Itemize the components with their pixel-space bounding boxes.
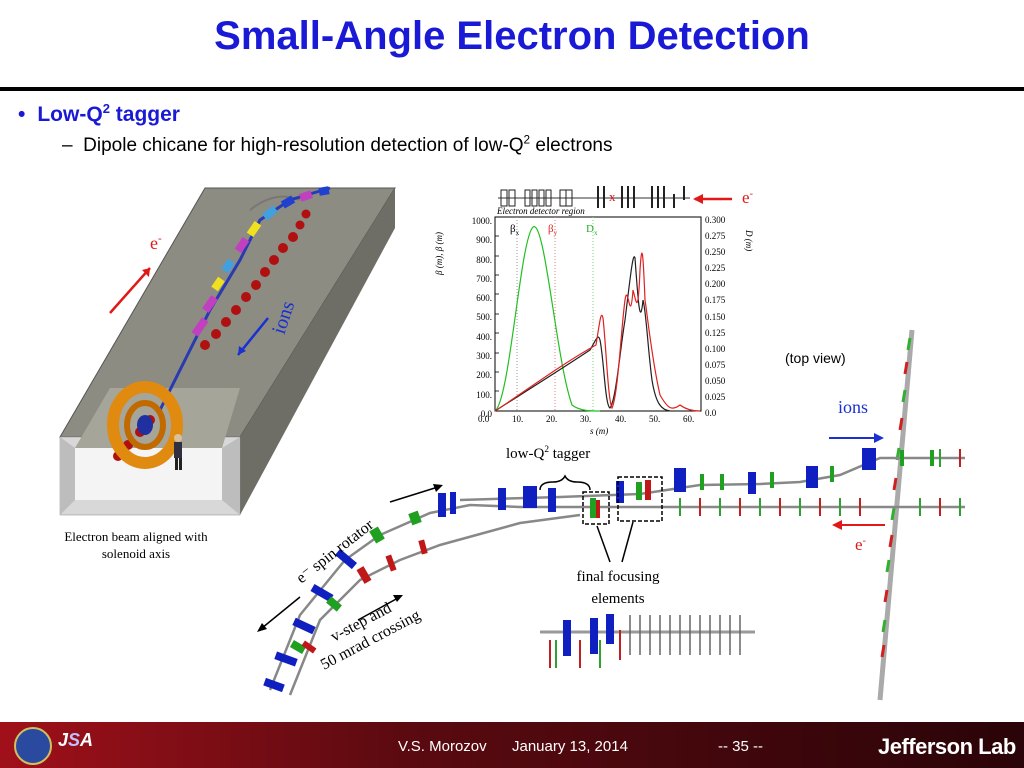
jlab-seal-logo xyxy=(14,727,52,765)
bullet1-after: tagger xyxy=(109,103,180,126)
plot-right-ticks: 0.300 0.275 0.250 0.225 0.200 0.175 0.150 0.1… xyxy=(705,215,726,419)
footer-bar xyxy=(0,722,1024,768)
plot-region-label: Electron detector region xyxy=(497,206,585,216)
plot-ylabel-left: β (m), β (m) xyxy=(434,232,444,275)
plot-left-ticks: 1000. 900. 800. 700. 600. 500. 400. 300. 200. … xyxy=(471,216,492,419)
legend-dx: Dx xyxy=(586,223,598,238)
left-figure-caption: Electron beam aligned with solenoid axis xyxy=(64,529,208,561)
footer-author: V.S. Morozov xyxy=(398,738,487,755)
bullet-dipole-chicane: – Dipole chicane for high-resolution det… xyxy=(62,133,613,157)
bullet2-sup: 2 xyxy=(523,133,531,147)
slide-title: Small-Angle Electron Detection xyxy=(214,14,810,58)
bullet2-text: Dipole chicane for high-resolution detec… xyxy=(83,135,524,156)
bullet1-text: Low-Q xyxy=(37,103,103,126)
footer-date: January 13, 2014 xyxy=(512,738,628,755)
slide-graphics xyxy=(59,186,965,701)
tunnel-3d-figure xyxy=(59,187,396,516)
jsa-logo: JSA xyxy=(58,730,94,750)
jefferson-lab-logo: Jefferson Lab xyxy=(878,734,1016,759)
top-view-label: (top view) xyxy=(785,350,846,366)
left-e-label: e- xyxy=(150,233,162,253)
title-bar xyxy=(0,0,1024,85)
plot-ylabel-right: D (m) xyxy=(744,230,754,252)
ir-top-view-layout xyxy=(257,329,965,701)
ion-beamline xyxy=(158,186,331,411)
plot-e-label: e- xyxy=(742,188,754,207)
bullet1-sup: 2 xyxy=(102,101,110,116)
legend-beta-x: βx xyxy=(510,223,520,238)
legend-beta-y: βy xyxy=(548,223,558,238)
electron-direction-arrow xyxy=(109,267,151,314)
plot-x-marker: x xyxy=(609,189,616,204)
person-figure xyxy=(174,434,182,470)
plot-xlabel: s (m) xyxy=(590,426,609,436)
final-focusing-label: final focusing elements xyxy=(576,569,660,607)
right-ions-label: ions xyxy=(838,397,869,417)
right-e-label: e- xyxy=(855,535,867,554)
title-rule xyxy=(0,87,1024,91)
beta-function-plot xyxy=(494,186,702,412)
bullet-low-q-tagger: • Low-Q2 tagger xyxy=(18,101,180,127)
bullet2-after: electrons xyxy=(530,135,613,156)
footer-page: -- 35 -- xyxy=(718,738,763,755)
ion-direction-arrow xyxy=(237,317,269,356)
low-q-tagger-label: low-Q2 tagger xyxy=(506,445,591,462)
solenoid-detector xyxy=(107,381,183,469)
bullet-dot: • xyxy=(18,103,26,126)
bullet2-dash: – xyxy=(62,135,73,156)
